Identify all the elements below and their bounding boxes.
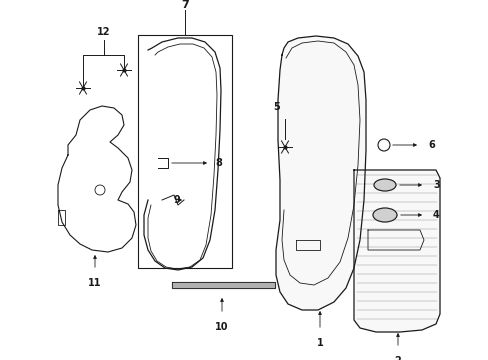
Ellipse shape	[372, 208, 396, 222]
Text: 6: 6	[427, 140, 434, 150]
Text: 5: 5	[273, 102, 280, 112]
Polygon shape	[275, 36, 365, 310]
Text: 12: 12	[97, 27, 110, 37]
Text: 4: 4	[432, 210, 439, 220]
Bar	[138, 35, 231, 268]
Text: 7: 7	[181, 0, 188, 10]
Text: 8: 8	[215, 158, 222, 168]
Text: 9: 9	[173, 195, 180, 205]
Ellipse shape	[373, 179, 395, 191]
Polygon shape	[353, 170, 439, 332]
Text: 1: 1	[316, 338, 323, 348]
Text: 3: 3	[432, 180, 439, 190]
Text: 2: 2	[394, 356, 401, 360]
Text: 10: 10	[215, 322, 228, 332]
Text: 11: 11	[88, 278, 102, 288]
Polygon shape	[172, 282, 274, 288]
